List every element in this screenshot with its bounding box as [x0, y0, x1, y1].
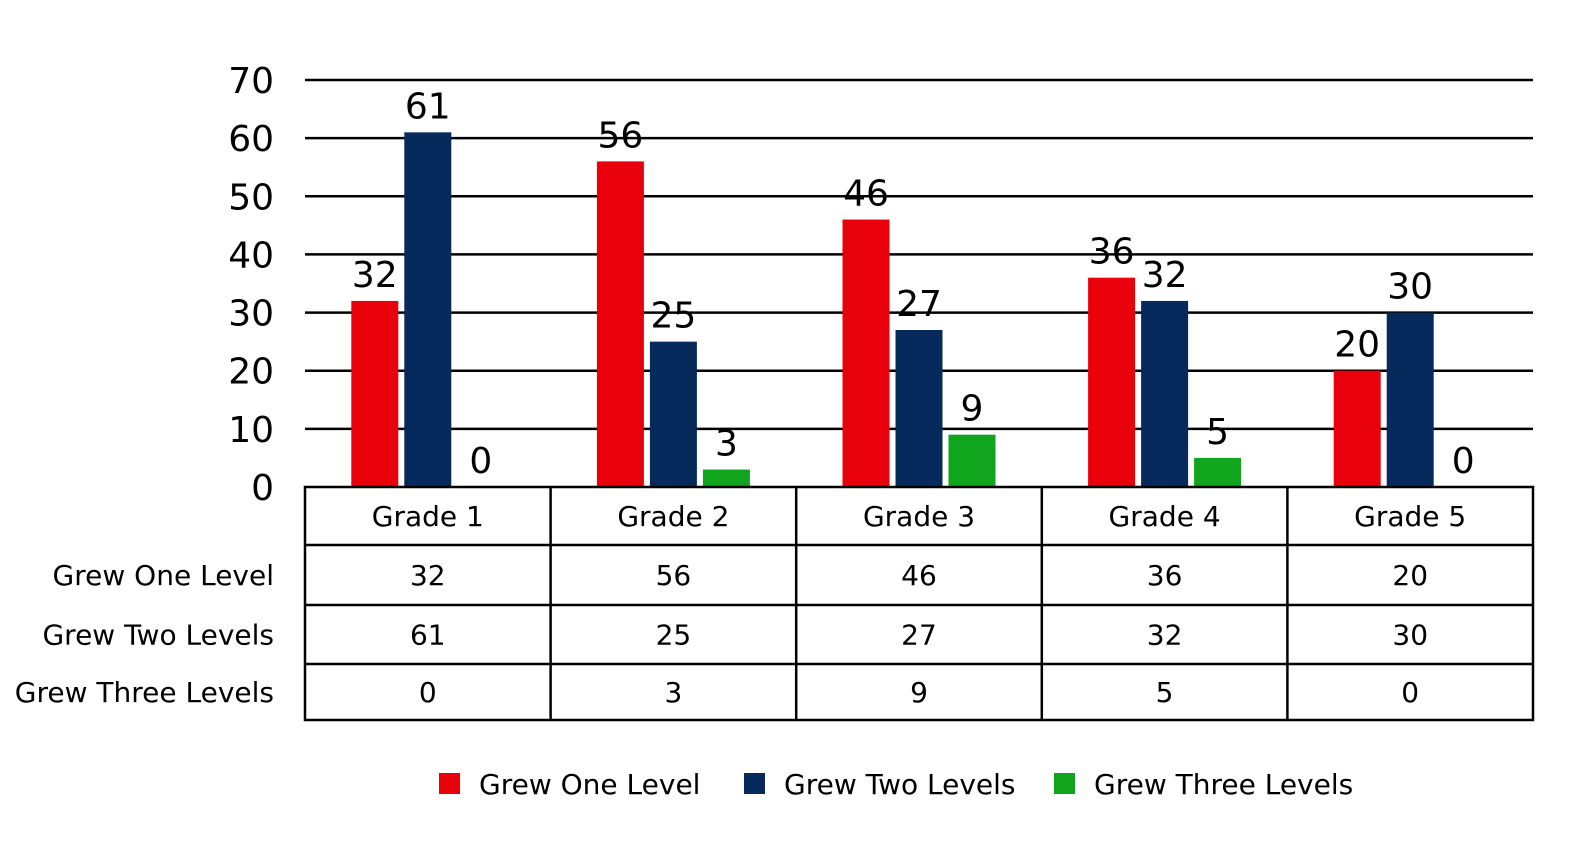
y-tick-label: 70: [228, 61, 274, 102]
table-cell: 9: [910, 676, 928, 709]
legend-label: Grew One Level: [479, 768, 700, 801]
bar-1-4: [1088, 277, 1136, 487]
table-cell: 0: [1401, 676, 1419, 709]
category-label: Grade 3: [863, 500, 975, 533]
data-label: 30: [1387, 267, 1433, 308]
table-cell: 32: [410, 559, 446, 592]
table-cell: 0: [419, 676, 437, 709]
table-cell: 20: [1392, 559, 1428, 592]
data-label: 25: [650, 296, 696, 337]
gridlines: [305, 78, 1533, 431]
bar-2-3: [895, 330, 943, 487]
bar-1-5: [1333, 370, 1381, 487]
data-label: 56: [597, 115, 643, 156]
y-tick-label: 40: [228, 235, 274, 276]
y-tick-label: 20: [228, 352, 274, 393]
data-label: 32: [1142, 255, 1188, 296]
data-table: Grade 1 Grade 2 Grade 3 Grade 4 Grade 5 Grew …: [15, 485, 1535, 722]
table-cell: 36: [1147, 559, 1183, 592]
legend-label: Grew Three Levels: [1094, 768, 1353, 801]
bar-1-3: [842, 219, 890, 488]
data-label: 46: [843, 174, 889, 215]
bar-2-4: [1141, 300, 1189, 487]
category-label: Grade 4: [1109, 500, 1221, 533]
bar-3-3: [948, 434, 996, 487]
y-tick-label: 50: [228, 177, 274, 218]
data-label: 9: [961, 389, 984, 430]
table-cell: 3: [664, 676, 682, 709]
category-label: Grade 1: [372, 500, 484, 533]
y-tick-label: 0: [251, 468, 274, 509]
bar-1-1: [351, 300, 399, 487]
data-label: 5: [1206, 412, 1229, 453]
data-label: 32: [352, 255, 398, 296]
bar-3-2: [702, 469, 750, 487]
data-label: 20: [1334, 325, 1380, 366]
legend: Grew One Level Grew Two Levels Grew Three …: [439, 768, 1353, 801]
bars: [351, 132, 1434, 488]
bar-3-4: [1194, 457, 1242, 487]
table-row-label: Grew One Level: [53, 559, 274, 592]
table-cell: 46: [901, 559, 937, 592]
table-row-label: Grew Three Levels: [15, 676, 274, 709]
y-tick-label: 30: [228, 294, 274, 335]
table-cell: 25: [656, 619, 692, 652]
data-label: 0: [469, 441, 492, 482]
legend-swatch-2: [744, 773, 765, 794]
bar-2-1: [404, 132, 452, 488]
legend-swatch-3: [1054, 773, 1075, 794]
bar-1-2: [596, 161, 644, 487]
data-label: 27: [896, 284, 942, 325]
category-label: Grade 2: [617, 500, 729, 533]
category-label: Grade 5: [1354, 500, 1466, 533]
y-tick-label: 10: [228, 410, 274, 451]
legend-swatch-1: [439, 773, 460, 794]
legend-label: Grew Two Levels: [784, 768, 1016, 801]
y-axis-ticks: 0 10 20 30 40 50 60 70: [228, 61, 274, 509]
table-cell: 5: [1156, 676, 1174, 709]
table-cell: 30: [1392, 619, 1428, 652]
bar-2-2: [649, 341, 697, 487]
data-label: 3: [715, 424, 738, 465]
data-label: 0: [1452, 441, 1475, 482]
table-cell: 27: [901, 619, 937, 652]
table-cell: 61: [410, 619, 446, 652]
data-label: 36: [1089, 232, 1135, 273]
bar-2-5: [1386, 312, 1434, 487]
table-row-label: Grew Two Levels: [42, 619, 274, 652]
table-cell: 32: [1147, 619, 1183, 652]
table-border: [303, 485, 1535, 722]
y-tick-label: 60: [228, 119, 274, 160]
data-label: 61: [405, 86, 451, 127]
table-cell: 56: [656, 559, 692, 592]
